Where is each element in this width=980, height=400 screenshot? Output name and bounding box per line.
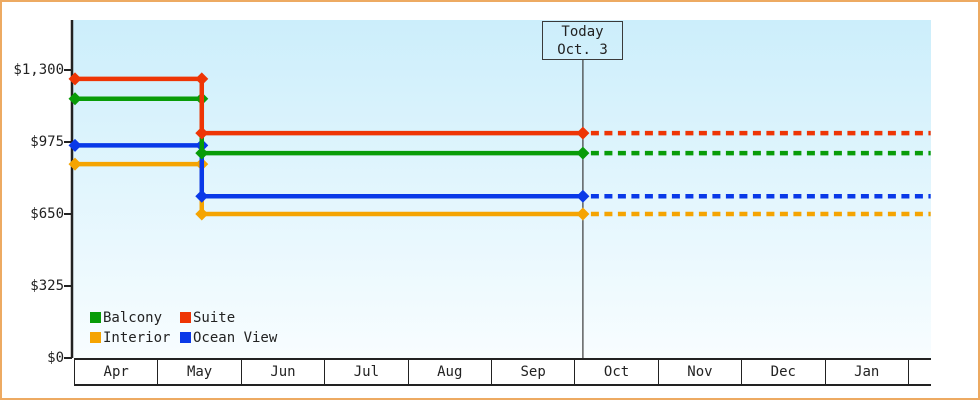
month-cell-sep: Sep xyxy=(490,360,574,384)
month-cell-dec: Dec xyxy=(741,360,824,384)
legend: Balcony Suite Interior Ocean View xyxy=(90,308,277,348)
month-cell-jun: Jun xyxy=(240,360,324,384)
ocean-view-swatch-icon xyxy=(180,332,191,343)
month-cell-jan: Jan xyxy=(824,360,908,384)
x-axis-month-row: Apr May Jun Jul Aug Sep Oct Nov Dec Jan xyxy=(74,358,931,386)
y-tick-label-0: $0 xyxy=(47,350,64,366)
month-cell-may: May xyxy=(157,360,240,384)
today-annotation-box: Today Oct. 3 xyxy=(542,21,623,60)
month-cell-nov: Nov xyxy=(657,360,741,384)
legend-item-ocean-view: Ocean View xyxy=(180,328,277,348)
legend-label-suite: Suite xyxy=(193,310,236,326)
suite-swatch-icon xyxy=(180,312,191,323)
today-label: Today xyxy=(561,24,604,40)
legend-item-balcony: Balcony xyxy=(90,308,180,328)
y-tick-label-650: $650 xyxy=(30,206,64,222)
month-cell-partial xyxy=(907,360,931,384)
today-date: Oct. 3 xyxy=(557,42,608,58)
legend-label-interior: Interior xyxy=(103,330,171,346)
month-cell-apr: Apr xyxy=(74,360,157,384)
month-cell-oct: Oct xyxy=(574,360,657,384)
interior-swatch-icon xyxy=(90,332,101,343)
month-cell-jul: Jul xyxy=(324,360,407,384)
legend-item-suite: Suite xyxy=(180,308,277,328)
legend-item-interior: Interior xyxy=(90,328,180,348)
balcony-swatch-icon xyxy=(90,312,101,323)
y-tick-label-975: $975 xyxy=(30,134,64,150)
legend-label-balcony: Balcony xyxy=(103,310,163,326)
legend-label-ocean-view: Ocean View xyxy=(193,330,278,346)
y-tick-label-325: $325 xyxy=(30,278,64,294)
y-tick-label-1300: $1,300 xyxy=(13,62,64,78)
month-cell-aug: Aug xyxy=(407,360,491,384)
